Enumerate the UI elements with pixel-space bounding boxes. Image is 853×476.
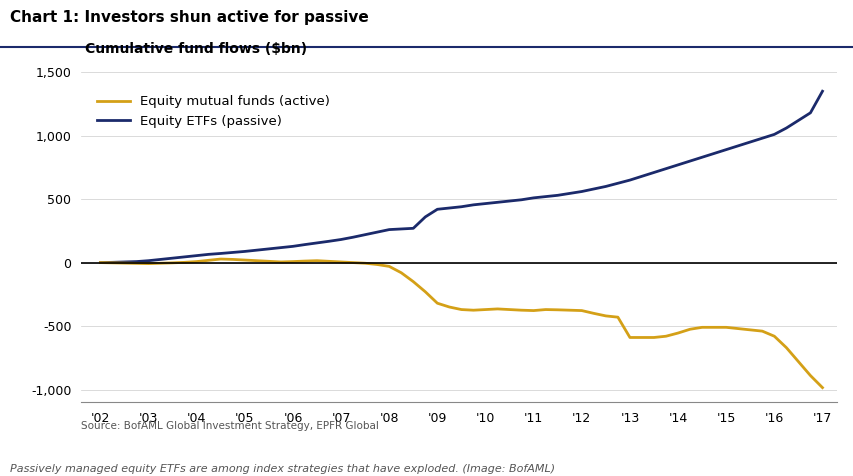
Text: Chart 1: Investors shun active for passive: Chart 1: Investors shun active for passi…	[10, 10, 368, 25]
Text: Source: BofAML Global Investment Strategy, EPFR Global: Source: BofAML Global Investment Strateg…	[81, 421, 379, 431]
Text: Passively managed equity ETFs are among index strategies that have exploded. (Im: Passively managed equity ETFs are among …	[10, 464, 554, 474]
Legend: Equity mutual funds (active), Equity ETFs (passive): Equity mutual funds (active), Equity ETF…	[91, 90, 335, 133]
Text: Cumulative fund flows ($bn): Cumulative fund flows ($bn)	[84, 42, 307, 56]
